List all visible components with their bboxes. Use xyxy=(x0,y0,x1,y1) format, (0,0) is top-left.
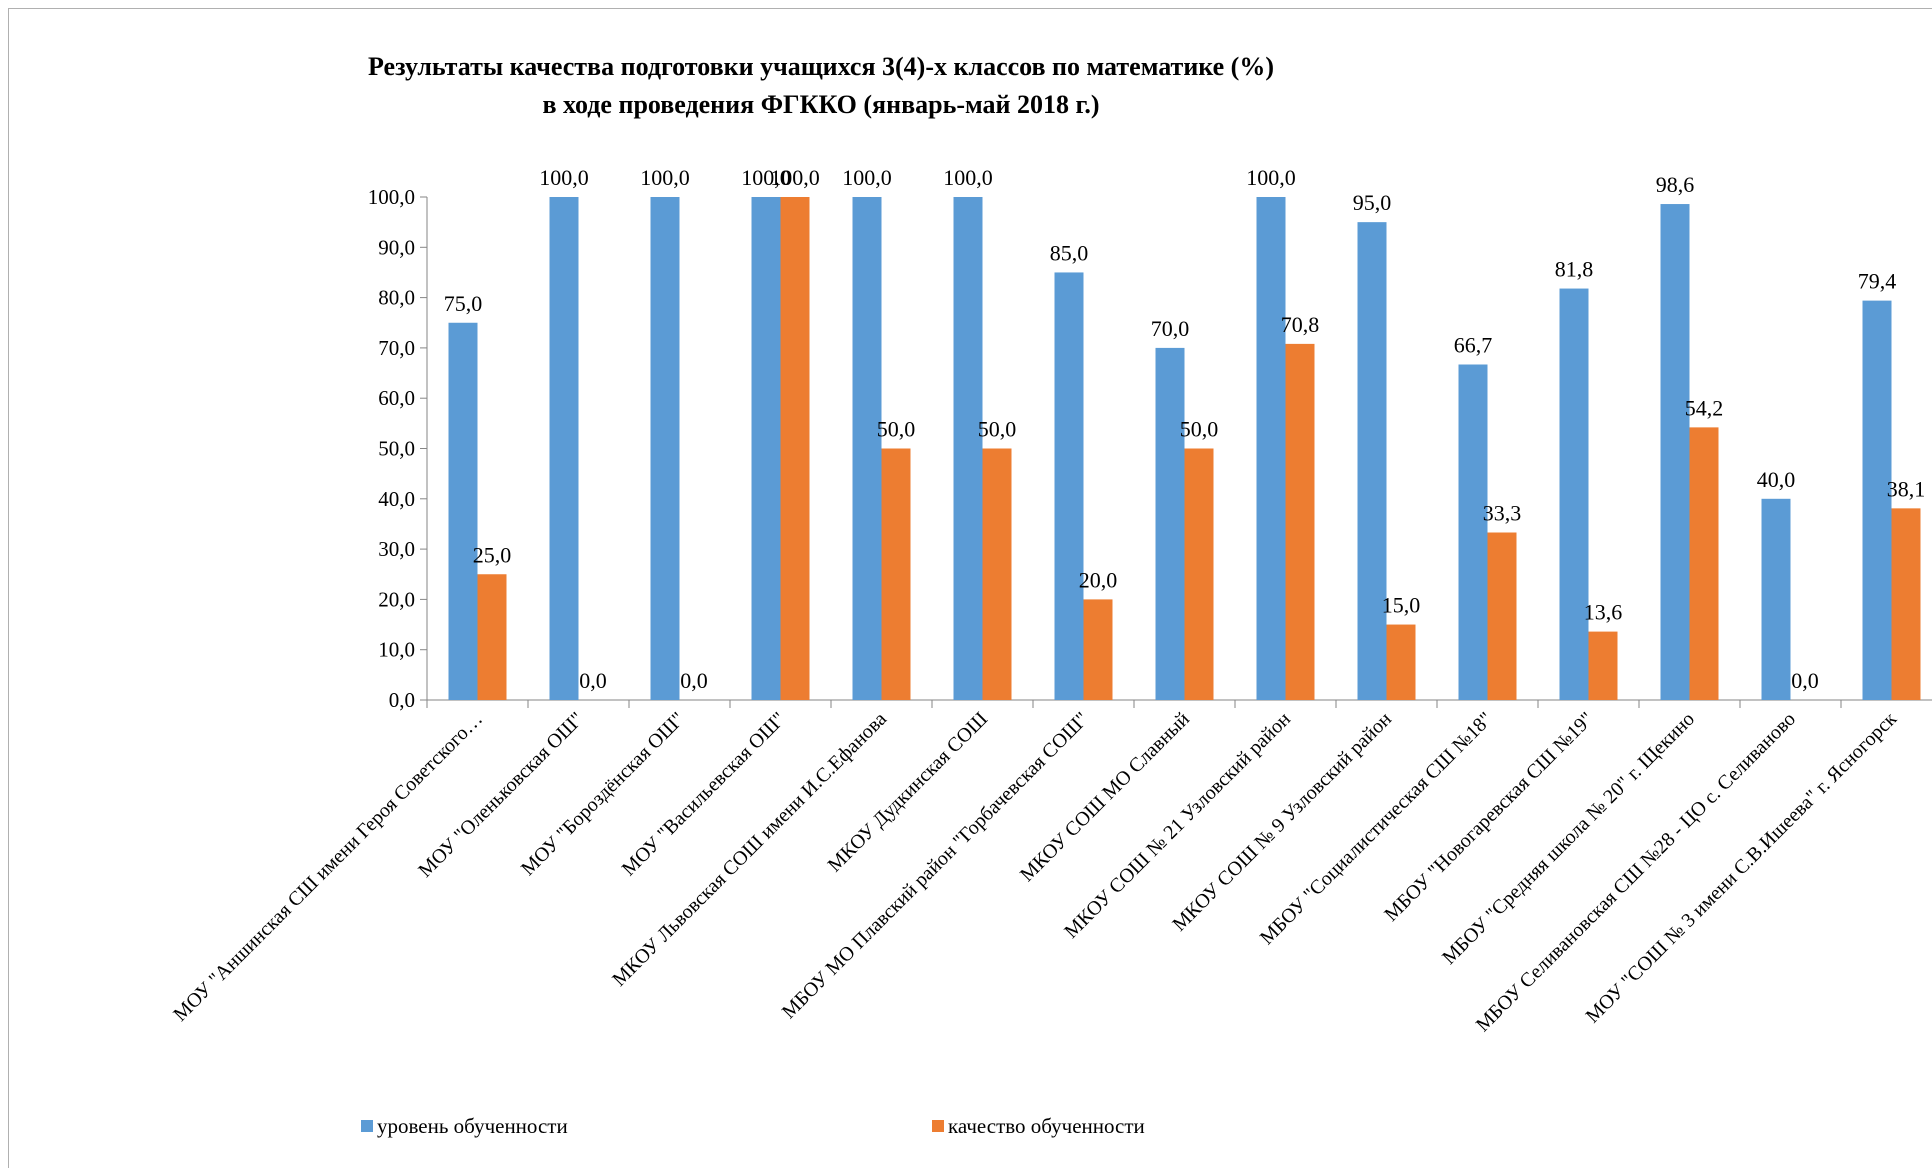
data-label: 95,0 xyxy=(1353,190,1392,215)
bar-uroven xyxy=(1458,364,1488,700)
data-label: 100,0 xyxy=(1246,165,1296,190)
data-label: 15,0 xyxy=(1382,593,1421,618)
data-label: 0,0 xyxy=(579,668,607,693)
legend-swatch xyxy=(932,1120,944,1132)
bar-kachestvo xyxy=(1386,624,1416,700)
bar-kachestvo xyxy=(780,197,810,700)
data-label: 100,0 xyxy=(640,165,690,190)
data-label: 79,4 xyxy=(1858,269,1897,294)
chart-title: Результаты качества подготовки учащихся … xyxy=(368,52,1274,81)
legend-label: уровень обученности xyxy=(377,1114,568,1138)
bar-uroven xyxy=(852,197,882,700)
bar-kachestvo xyxy=(1891,508,1921,700)
data-label: 0,0 xyxy=(1791,668,1819,693)
y-tick-label: 50,0 xyxy=(378,437,415,461)
bar-uroven xyxy=(650,197,680,700)
data-label: 25,0 xyxy=(473,542,512,567)
category-label: МОУ "Оленьковская ОШ" xyxy=(414,708,588,882)
chart-frame: Результаты качества подготовки учащихся … xyxy=(8,8,1932,1168)
data-label: 54,2 xyxy=(1685,395,1724,420)
y-axis: 0,0 10,0 20,0 30,0 40,0 50,0 60,0 70,0 80,0 90,0 1… xyxy=(368,185,428,712)
data-label: 33,3 xyxy=(1483,501,1522,526)
bar-uroven xyxy=(1862,300,1892,700)
x-axis xyxy=(426,699,1932,708)
data-label: 50,0 xyxy=(1180,417,1219,442)
bar-kachestvo xyxy=(1184,448,1214,700)
data-label: 66,7 xyxy=(1454,332,1493,357)
data-label: 40,0 xyxy=(1757,467,1796,492)
data-label: 81,8 xyxy=(1555,257,1594,282)
bar-uroven xyxy=(1054,272,1084,700)
category-label: МОУ "Васильевская ОШ" xyxy=(618,708,790,880)
legend-label: качество обученности xyxy=(948,1114,1145,1138)
bar-uroven xyxy=(1256,197,1286,700)
y-tick-label: 10,0 xyxy=(378,638,415,662)
y-tick-label: 20,0 xyxy=(378,587,415,611)
y-tick-label: 90,0 xyxy=(378,235,415,259)
bar-kachestvo xyxy=(1588,631,1618,700)
data-label: 100,0 xyxy=(943,165,993,190)
bar-uroven xyxy=(953,197,983,700)
category-label: МОУ "Бороздёнская ОШ" xyxy=(517,708,689,880)
bar-kachestvo xyxy=(881,448,911,700)
bar-kachestvo xyxy=(1487,532,1517,700)
legend: уровень обученности качество обученности xyxy=(361,1114,1145,1138)
data-label: 0,0 xyxy=(680,668,708,693)
data-label: 98,6 xyxy=(1656,172,1695,197)
data-label: 100,0 xyxy=(539,165,589,190)
y-tick-label: 0,0 xyxy=(389,688,415,712)
data-label: 70,8 xyxy=(1281,312,1320,337)
bar-kachestvo xyxy=(1285,343,1315,700)
bars xyxy=(448,197,1921,701)
bar-uroven xyxy=(1357,222,1387,700)
chart-subtitle: в ходе проведения ФГККО (январь-май 2018… xyxy=(542,90,1099,119)
category-label: МБОУ "Новогаревская СШ №19" xyxy=(1380,708,1598,926)
bar-kachestvo xyxy=(1083,599,1113,700)
category-label: МКОУ СОШ МО Славный xyxy=(1016,708,1194,886)
bar-uroven xyxy=(751,197,781,700)
data-label: 20,0 xyxy=(1079,567,1118,592)
y-tick-label: 80,0 xyxy=(378,286,415,310)
bar-kachestvo xyxy=(982,448,1012,700)
bar-uroven xyxy=(1155,347,1185,700)
data-label: 50,0 xyxy=(978,417,1017,442)
y-tick-label: 70,0 xyxy=(378,336,415,360)
data-label: 38,1 xyxy=(1887,476,1926,501)
data-label: 70,0 xyxy=(1151,316,1190,341)
category-label: МКОУ СОШ № 21 Узловский район xyxy=(1060,708,1295,943)
data-label: 75,0 xyxy=(444,291,483,316)
y-tick-label: 40,0 xyxy=(378,487,415,511)
data-label: 100,0 xyxy=(770,165,820,190)
y-tick-label: 30,0 xyxy=(378,537,415,561)
bar-kachestvo xyxy=(1689,427,1719,700)
bar-chart: Результаты качества подготовки учащихся … xyxy=(169,52,1932,1138)
data-label: 50,0 xyxy=(877,417,916,442)
bar-kachestvo xyxy=(477,574,507,700)
y-tick-label: 60,0 xyxy=(378,386,415,410)
category-labels: МОУ "Аншинская СШ имени Героя Советского… xyxy=(169,708,1901,1036)
bar-uroven xyxy=(1559,288,1589,700)
data-label: 100,0 xyxy=(741,165,791,190)
data-label: 85,0 xyxy=(1050,240,1089,265)
bar-uroven xyxy=(1660,204,1690,701)
bar-uroven xyxy=(1761,498,1791,700)
legend-swatch xyxy=(361,1120,373,1132)
data-label: 100,0 xyxy=(842,165,892,190)
bar-uroven xyxy=(549,197,579,700)
data-label: 13,6 xyxy=(1584,600,1623,625)
bar-uroven xyxy=(448,322,478,700)
category-label: МКОУ СОШ № 9 Узловский район xyxy=(1168,708,1396,936)
y-tick-label: 100,0 xyxy=(368,185,415,209)
